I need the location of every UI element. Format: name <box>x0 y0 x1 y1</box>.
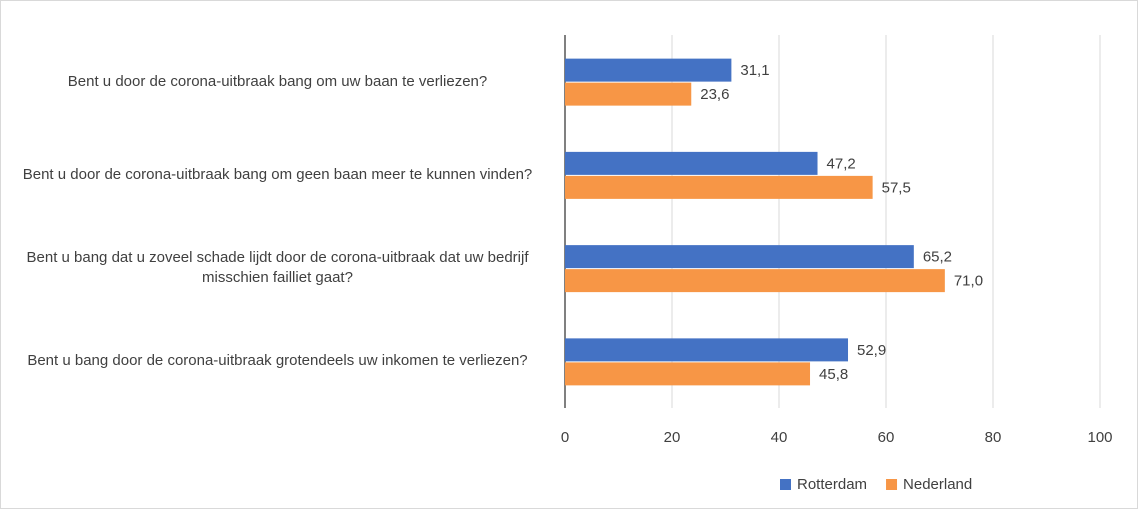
bar <box>565 175 873 199</box>
data-label: 47,2 <box>827 155 856 172</box>
data-label: 71,0 <box>954 273 983 290</box>
data-label: 23,6 <box>700 86 729 103</box>
bar <box>565 338 849 362</box>
category-label: Bent u door de corona-uitbraak bang om g… <box>22 165 533 183</box>
x-tick-label: 40 <box>771 429 788 446</box>
data-label: 65,2 <box>923 249 952 266</box>
bar <box>565 151 818 175</box>
category-label: Bent u door de corona-uitbraak bang om u… <box>67 72 488 90</box>
x-tick-label: 0 <box>561 429 569 446</box>
legend-label: Nederland <box>903 476 972 493</box>
x-tick-label: 20 <box>664 429 681 446</box>
data-label: 31,1 <box>740 62 769 79</box>
bar <box>565 58 732 82</box>
category-label: Bent u bang door de corona-uitbraak grot… <box>27 352 528 370</box>
data-label: 52,9 <box>857 342 886 359</box>
bar <box>565 269 945 293</box>
legend-swatch <box>886 479 898 490</box>
x-tick-label: 60 <box>878 429 895 446</box>
x-tick-label: 100 <box>1087 429 1112 446</box>
bar <box>565 82 692 106</box>
x-tick-label: 80 <box>985 429 1002 446</box>
category-label: Bent u bang dat u zoveel schade lijdt do… <box>26 249 529 287</box>
legend-swatch <box>780 479 791 490</box>
legend-label: Rotterdam <box>797 476 867 493</box>
bar <box>565 362 811 386</box>
bar <box>565 245 914 269</box>
data-label: 57,5 <box>882 179 911 196</box>
data-label: 45,8 <box>819 366 848 383</box>
